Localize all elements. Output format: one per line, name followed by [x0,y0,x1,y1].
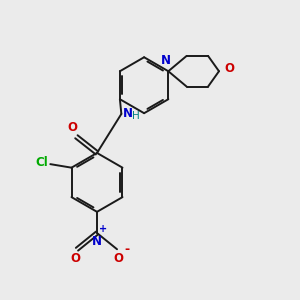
Text: -: - [125,243,130,256]
Text: H: H [132,111,140,121]
Text: Cl: Cl [35,156,48,169]
Text: +: + [99,224,107,234]
Text: O: O [70,252,80,265]
Text: O: O [113,252,124,265]
Text: N: N [123,107,133,120]
Text: O: O [68,122,78,134]
Text: N: N [161,54,171,67]
Text: N: N [92,235,102,248]
Text: O: O [224,62,234,75]
